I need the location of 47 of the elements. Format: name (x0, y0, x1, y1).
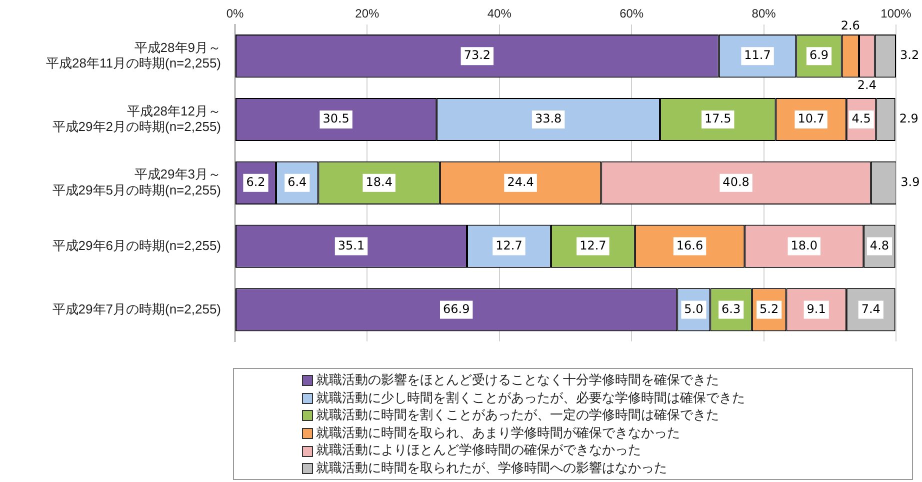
data-label: 3.2 (900, 48, 920, 62)
data-label: 2.4 (857, 78, 876, 92)
legend-label: 就職活動に少し時間を割くことがあったが、必要な学修時間は確保できた (316, 390, 745, 408)
data-label: 66.9 (442, 302, 470, 316)
data-label: 6.4 (288, 175, 307, 190)
data-label: 5.0 (684, 302, 704, 316)
y-tick-label: 平成29年6月の時期(n=2,255) (52, 238, 221, 253)
y-tick-label: 平成28年12月～平成29年2月の時期(n=2,255) (52, 103, 221, 134)
data-label: 6.3 (722, 302, 741, 316)
data-label: 6.2 (246, 175, 266, 190)
legend-label: 就職活動によりほとんど学修時間の確保ができなかった (316, 442, 641, 460)
data-label: 5.2 (760, 302, 779, 316)
x-tick-label: 100% (880, 6, 912, 21)
legend-label: 就職活動に時間を取られ、あまり学修時間が確保できなかった (316, 424, 680, 442)
data-label: 12.7 (580, 238, 606, 252)
x-tick-label: 0% (226, 6, 244, 21)
data-label: 3.9 (900, 175, 920, 190)
y-tick-label: 平成29年7月の時期(n=2,255) (52, 301, 221, 316)
y-tick-label: 平成28年9月～平成28年11月の時期(n=2,255) (46, 40, 221, 70)
data-label: 24.4 (507, 175, 534, 190)
data-label: 18.0 (790, 238, 818, 252)
data-label: 30.5 (322, 112, 350, 126)
data-label: 2.6 (840, 18, 860, 33)
data-label: 73.2 (464, 48, 491, 62)
data-label: 6.9 (809, 48, 829, 62)
data-label: 12.7 (496, 238, 522, 252)
x-tick-label: 60% (620, 6, 644, 21)
data-label: 9.1 (806, 302, 826, 316)
data-label: 17.5 (704, 112, 732, 126)
data-label: 16.6 (676, 238, 704, 252)
data-label: 11.7 (744, 48, 771, 62)
data-label: 18.4 (366, 175, 392, 190)
data-label: 35.1 (338, 238, 365, 252)
legend-label: 就職活動の影響をほとんど受けることなく十分学修時間を確保できた (316, 372, 719, 390)
legend-label: 就職活動に時間を取られたが、学修時間への影響はなかった (316, 460, 667, 478)
legend-label: 就職活動に時間を割くことがあったが、一定の学修時間は確保できた (316, 407, 719, 425)
data-label: 2.9 (899, 112, 918, 126)
data-label: 4.5 (852, 112, 871, 126)
data-label: 7.4 (861, 302, 880, 316)
data-label: 10.7 (798, 112, 824, 126)
y-tick-label: 平成29年3月～平成29年5月の時期(n=2,255) (52, 166, 221, 198)
x-tick-label: 40% (487, 6, 512, 21)
data-label: 33.8 (534, 112, 562, 126)
data-label: 40.8 (722, 175, 750, 190)
data-label: 4.8 (870, 238, 890, 252)
x-tick-label: 80% (752, 6, 776, 21)
x-tick-label: 20% (355, 6, 380, 21)
